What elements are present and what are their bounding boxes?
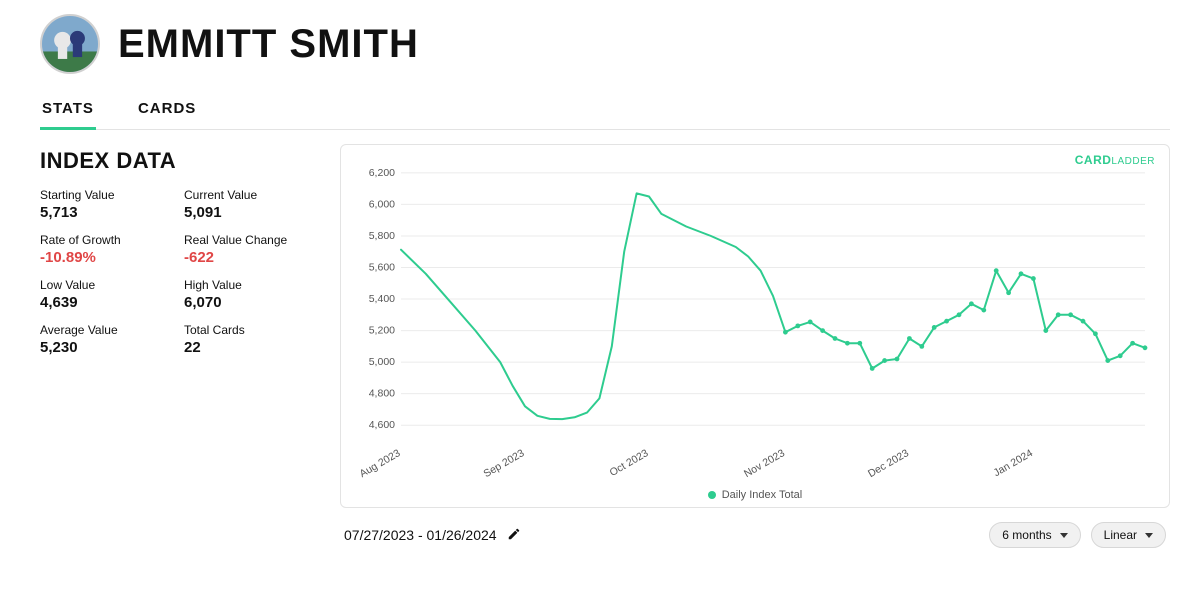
stat-label: Real Value Change	[184, 233, 320, 247]
date-range: 07/27/2023 - 01/26/2024	[344, 527, 521, 544]
stat: Average Value 5,230	[40, 323, 176, 356]
stats-grid: Starting Value 5,713 Current Value 5,091 Rat…	[40, 188, 320, 356]
scale-select-label: Linear	[1104, 528, 1137, 542]
svg-text:5,400: 5,400	[369, 293, 395, 305]
stat-label: High Value	[184, 278, 320, 292]
stat-value: 5,230	[40, 339, 176, 356]
stat-value: 4,639	[40, 294, 176, 311]
svg-text:Jan 2024: Jan 2024	[991, 447, 1035, 479]
index-data-panel: INDEX DATA Starting Value 5,713 Current Va…	[40, 144, 320, 356]
page-title: EMMITT SMITH	[118, 22, 419, 67]
stat: Total Cards 22	[184, 323, 320, 356]
avatar	[40, 14, 100, 74]
chart-legend: Daily Index Total	[355, 485, 1155, 503]
tab-cards[interactable]: CARDS	[136, 92, 198, 130]
svg-text:Dec 2023: Dec 2023	[866, 447, 911, 480]
header: EMMITT SMITH	[40, 14, 1170, 74]
svg-text:Aug 2023: Aug 2023	[358, 447, 403, 480]
svg-text:4,800: 4,800	[369, 388, 395, 400]
scale-select[interactable]: Linear	[1091, 522, 1166, 548]
pencil-icon	[507, 527, 521, 541]
stat-value: -622	[184, 249, 320, 266]
svg-text:5,600: 5,600	[369, 262, 395, 274]
svg-text:6,200: 6,200	[369, 167, 395, 179]
range-select[interactable]: 6 months	[989, 522, 1080, 548]
stat-value: 6,070	[184, 294, 320, 311]
section-title: INDEX DATA	[40, 148, 320, 174]
stat: High Value 6,070	[184, 278, 320, 311]
svg-text:Oct 2023: Oct 2023	[608, 447, 651, 479]
stat-label: Low Value	[40, 278, 176, 292]
svg-text:6,000: 6,000	[369, 198, 395, 210]
stat-label: Rate of Growth	[40, 233, 176, 247]
chevron-down-icon	[1060, 533, 1068, 538]
stat-label: Current Value	[184, 188, 320, 202]
svg-text:4,600: 4,600	[369, 419, 395, 431]
stat-label: Total Cards	[184, 323, 320, 337]
svg-text:5,000: 5,000	[369, 356, 395, 368]
index-chart[interactable]: 4,600 4,800 5,000 5,200 5,400 5,600 5,800 6,000…	[355, 155, 1155, 485]
svg-text:Sep 2023: Sep 2023	[482, 447, 527, 480]
stat: Real Value Change -622	[184, 233, 320, 266]
stat: Starting Value 5,713	[40, 188, 176, 221]
svg-text:5,800: 5,800	[369, 230, 395, 242]
stat-value: 5,091	[184, 204, 320, 221]
chevron-down-icon	[1145, 533, 1153, 538]
svg-text:5,200: 5,200	[369, 325, 395, 337]
svg-text:Nov 2023: Nov 2023	[742, 447, 787, 480]
range-select-label: 6 months	[1002, 528, 1051, 542]
stat-value: 22	[184, 339, 320, 356]
stat-value: -10.89%	[40, 249, 176, 266]
brand-part2: LADDER	[1111, 156, 1155, 167]
stat: Current Value 5,091	[184, 188, 320, 221]
edit-date-range-button[interactable]	[507, 527, 521, 544]
stat: Low Value 4,639	[40, 278, 176, 311]
stat: Rate of Growth -10.89%	[40, 233, 176, 266]
brand-part1: CARD	[1075, 153, 1112, 167]
brand-logo: CARDLADDER	[1075, 153, 1155, 167]
legend-dot-icon	[708, 491, 716, 499]
chart-card: CARDLADDER 4,600 4,800 5,000 5,200 5,400 5,60…	[340, 144, 1170, 508]
stat-label: Starting Value	[40, 188, 176, 202]
tabs: STATS CARDS	[40, 92, 1170, 130]
stat-value: 5,713	[40, 204, 176, 221]
stat-label: Average Value	[40, 323, 176, 337]
date-range-text: 07/27/2023 - 01/26/2024	[344, 527, 497, 543]
legend-label: Daily Index Total	[722, 489, 803, 501]
tab-stats[interactable]: STATS	[40, 92, 96, 130]
